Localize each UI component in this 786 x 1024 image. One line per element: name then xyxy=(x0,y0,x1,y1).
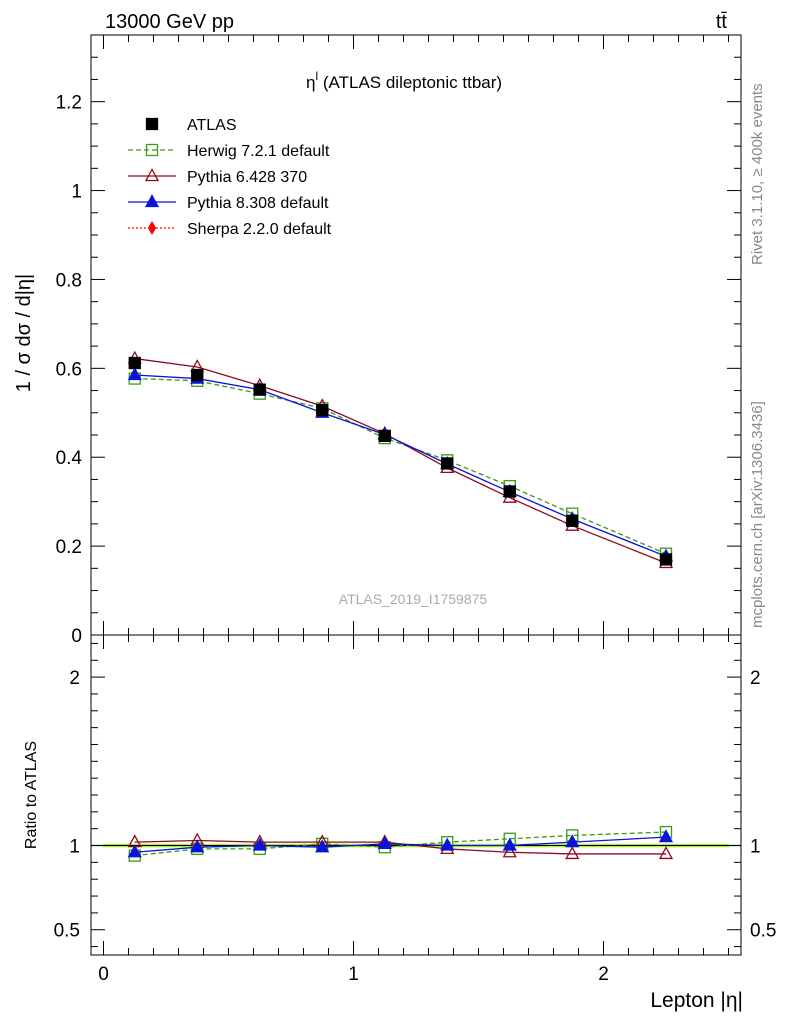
legend-marker xyxy=(144,168,160,182)
legend-marker xyxy=(145,117,159,131)
ratio-series xyxy=(127,825,674,862)
ratio-point xyxy=(502,837,517,851)
main-ticks: 0 0.2 0.4 0.6 0.8 1 1.2 xyxy=(56,35,741,647)
legend-entry: Pythia 8.308 default xyxy=(128,194,329,212)
legend-label: Pythia 6.428 370 xyxy=(187,169,307,186)
data-point xyxy=(128,356,141,370)
title-sup: l xyxy=(315,69,318,83)
legend-entry: Pythia 6.428 370 xyxy=(128,168,307,186)
ratio-y-tick-label: 1 xyxy=(69,837,80,858)
data-point xyxy=(378,429,391,443)
ratio-y-tick-label-right: 0.5 xyxy=(750,921,776,942)
ratio-point xyxy=(127,844,142,858)
ratio-y-tick-label: 2 xyxy=(69,668,80,689)
ratio-frame xyxy=(90,634,742,956)
data-point xyxy=(503,485,516,498)
ratio-point xyxy=(565,834,580,848)
y-tick-label: 0.4 xyxy=(56,448,83,469)
ratio-y-tick-label: 0.5 xyxy=(54,921,80,942)
data-point xyxy=(253,383,266,396)
y-tick-label: 0.6 xyxy=(56,359,82,380)
legend-marker xyxy=(147,221,157,235)
data-point xyxy=(191,368,204,382)
process-label: tt̄ xyxy=(716,11,728,33)
main-series xyxy=(127,350,674,569)
watermark: ATLAS_2019_I1759875 xyxy=(339,591,488,607)
ratio-point xyxy=(190,839,205,853)
legend-entry: ATLAS xyxy=(145,117,237,134)
ratio-y-tick-label-right: 2 xyxy=(750,668,761,689)
ratio-point xyxy=(565,846,580,860)
ratio-point xyxy=(658,846,674,860)
ratio-point xyxy=(252,837,267,851)
energy-label: 13000 GeV pp xyxy=(105,11,234,33)
ratio-ylabel: Ratio to ATLAS xyxy=(23,741,40,849)
ratio-point xyxy=(377,835,392,849)
y-tick-label: 1 xyxy=(71,182,82,203)
title-main: η xyxy=(306,73,315,92)
legend-label: Pythia 8.308 default xyxy=(187,195,329,212)
title-rest: (ATLAS dileptonic ttbar) xyxy=(318,73,502,92)
x-tick-label: 1 xyxy=(348,964,359,985)
mcplots-label: mcplots.cern.ch [arXiv:1306.3436] xyxy=(749,401,766,628)
x-tick-label: 2 xyxy=(598,964,609,985)
main-title: ηl (ATLAS dileptonic ttbar) xyxy=(306,69,502,92)
series-herwig xyxy=(128,372,673,560)
ratio-point xyxy=(658,829,674,843)
series-atlas xyxy=(128,356,673,566)
legend-marker xyxy=(144,194,160,208)
legend-label: Sherpa 2.2.0 default xyxy=(187,221,332,238)
series-line xyxy=(134,374,667,557)
legend: ATLAS Herwig 7.2.1 default Pythia 6.428 37… xyxy=(128,117,332,238)
series-pythia xyxy=(127,350,674,569)
legend-label: ATLAS xyxy=(187,117,237,134)
series-line xyxy=(134,357,667,564)
ratio-panel: 0.5 0.5 1 1 2 2 0 1 2 Ratio to ATLAS Lepton |η| xyxy=(23,634,776,1012)
legend-marker xyxy=(145,143,159,157)
data-point xyxy=(659,553,673,566)
ratio-point xyxy=(315,839,330,853)
legend-label: Herwig 7.2.1 default xyxy=(187,143,330,160)
x-tick-label: 0 xyxy=(98,964,109,985)
y-tick-label: 0.8 xyxy=(56,270,82,291)
main-ylabel: 1 / σ dσ / d|η| xyxy=(13,274,35,392)
data-point xyxy=(441,457,454,470)
y-tick-label: 0.2 xyxy=(56,537,82,558)
ratio-series-pythia xyxy=(127,829,674,858)
ratio-y-tick-label-right: 1 xyxy=(750,837,761,858)
y-tick-label: 0 xyxy=(71,626,82,647)
series-line xyxy=(134,377,667,555)
legend-entry: Herwig 7.2.1 default xyxy=(128,143,330,160)
ratio-ticks: 0.5 0.5 1 1 2 2 0 1 2 xyxy=(54,635,776,985)
rivet-label: Rivet 3.1.10, ≥ 400k events xyxy=(749,83,766,265)
y-tick-label: 1.2 xyxy=(56,93,82,114)
legend-entry: Sherpa 2.2.0 default xyxy=(128,221,332,238)
ratio-point xyxy=(440,837,455,851)
data-point xyxy=(127,367,142,381)
series-pythia xyxy=(127,367,674,562)
data-point xyxy=(566,514,579,527)
xlabel: Lepton |η| xyxy=(650,989,743,1012)
main-panel: 0 0.2 0.4 0.6 0.8 1 1.2 ATLAS_2019_I1759875 ηl… xyxy=(13,34,742,647)
ratio-point xyxy=(502,844,517,858)
data-point xyxy=(316,403,329,417)
